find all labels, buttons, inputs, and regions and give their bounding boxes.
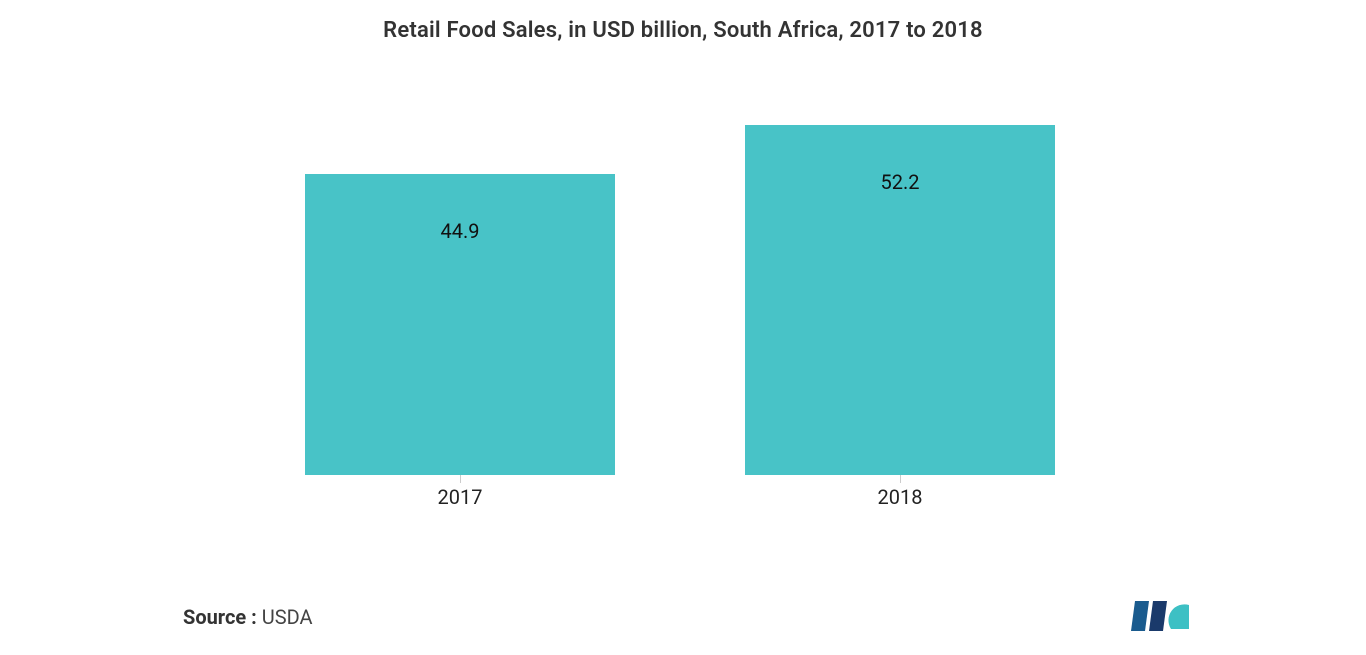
source-attribution: Source : USDA xyxy=(183,605,313,629)
publisher-logo-icon xyxy=(1131,599,1191,633)
x-axis-label: 2017 xyxy=(305,485,615,509)
source-value: USDA xyxy=(262,605,313,629)
bar-slot: 52.22018 xyxy=(745,80,1055,475)
x-axis-label: 2018 xyxy=(745,485,1055,509)
bar-slot: 44.92017 xyxy=(305,80,615,475)
bar-value-label: 52.2 xyxy=(745,170,1055,194)
x-axis-tick xyxy=(460,475,461,483)
x-axis-tick xyxy=(900,475,901,483)
bar: 52.2 xyxy=(745,125,1055,475)
chart-container: Retail Food Sales, in USD billion, South… xyxy=(0,0,1366,655)
source-label: Source : xyxy=(183,605,257,629)
bar-value-label: 44.9 xyxy=(305,219,615,243)
bar: 44.9 xyxy=(305,174,615,475)
plot-area: 44.92017 52.22018 xyxy=(155,80,1205,475)
chart-title: Retail Food Sales, in USD billion, South… xyxy=(0,18,1366,43)
